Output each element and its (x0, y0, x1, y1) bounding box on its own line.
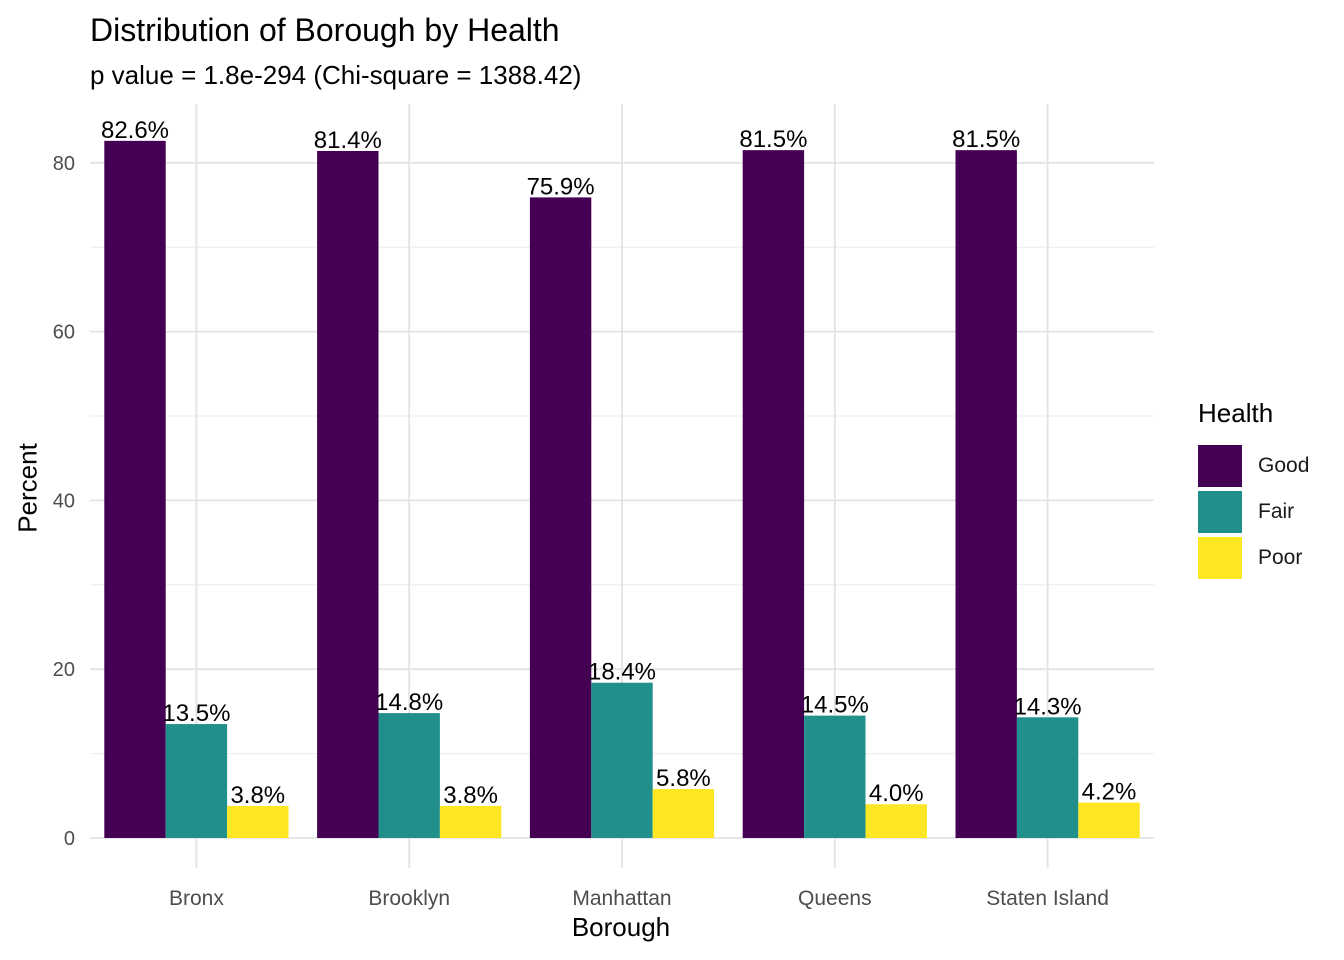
data-label: 18.4% (588, 659, 656, 686)
chart-title: Distribution of Borough by Health (90, 12, 560, 48)
bar-fair-staten-island (1016, 717, 1079, 838)
bar-poor-staten-island (1078, 802, 1140, 838)
data-label: 4.0% (869, 780, 924, 807)
data-label: 82.6% (101, 117, 169, 144)
data-label: 3.8% (230, 782, 285, 809)
data-label: 5.8% (656, 765, 711, 792)
bar-good-queens (742, 150, 805, 838)
x-tick-label: Manhattan (572, 887, 671, 910)
x-tick-label: Brooklyn (368, 887, 450, 910)
data-label: 81.4% (314, 127, 382, 154)
x-tick-label: Bronx (169, 887, 224, 910)
data-label: 81.5% (739, 126, 807, 153)
x-tick-label: Staten Island (986, 887, 1109, 910)
data-label: 14.3% (1014, 693, 1082, 720)
x-axis-label: Borough (571, 912, 671, 942)
y-tick-label: 60 (53, 322, 75, 344)
chart-subtitle: p value = 1.8e-294 (Chi-square = 1388.42… (90, 60, 582, 90)
bar-poor-bronx (227, 805, 289, 838)
legend-label-poor: Poor (1258, 546, 1303, 569)
bar-good-bronx (104, 140, 166, 838)
legend-item-good: Good (1198, 443, 1309, 489)
legend-item-fair: Fair (1198, 489, 1309, 535)
legend-swatch-fair (1198, 491, 1242, 533)
legend-swatch-good (1198, 445, 1242, 487)
legend-swatch-poor (1198, 537, 1242, 579)
y-tick-label: 0 (64, 828, 75, 850)
legend-label-good: Good (1258, 454, 1310, 477)
bar-good-brooklyn (317, 150, 379, 838)
y-axis-label: Percent (12, 443, 43, 533)
bar-poor-brooklyn (439, 805, 502, 838)
data-label: 14.5% (801, 692, 869, 719)
bar-good-staten-island (955, 150, 1017, 838)
data-label: 3.8% (443, 782, 498, 809)
legend-item-poor: Poor (1198, 535, 1309, 581)
bar-fair-queens (804, 715, 866, 838)
data-label: 4.2% (1082, 779, 1137, 806)
data-label: 75.9% (527, 173, 595, 200)
data-label: 13.5% (162, 700, 230, 727)
data-label: 81.5% (952, 126, 1020, 153)
bar-good-manhattan (529, 197, 592, 839)
bar-fair-manhattan (591, 682, 653, 838)
bar-poor-queens (865, 804, 927, 838)
y-tick-label: 20 (53, 659, 75, 681)
bar-fair-brooklyn (378, 713, 440, 838)
legend: Health Good Fair Poor (1198, 398, 1309, 581)
legend-title: Health (1198, 398, 1274, 428)
bar-fair-bronx (165, 724, 228, 838)
x-tick-label: Queens (798, 887, 872, 910)
y-tick-label: 80 (53, 153, 75, 175)
bar-poor-manhattan (652, 789, 715, 838)
legend-label-fair: Fair (1258, 500, 1295, 523)
data-label: 14.8% (375, 689, 443, 716)
y-tick-label: 40 (53, 490, 75, 512)
